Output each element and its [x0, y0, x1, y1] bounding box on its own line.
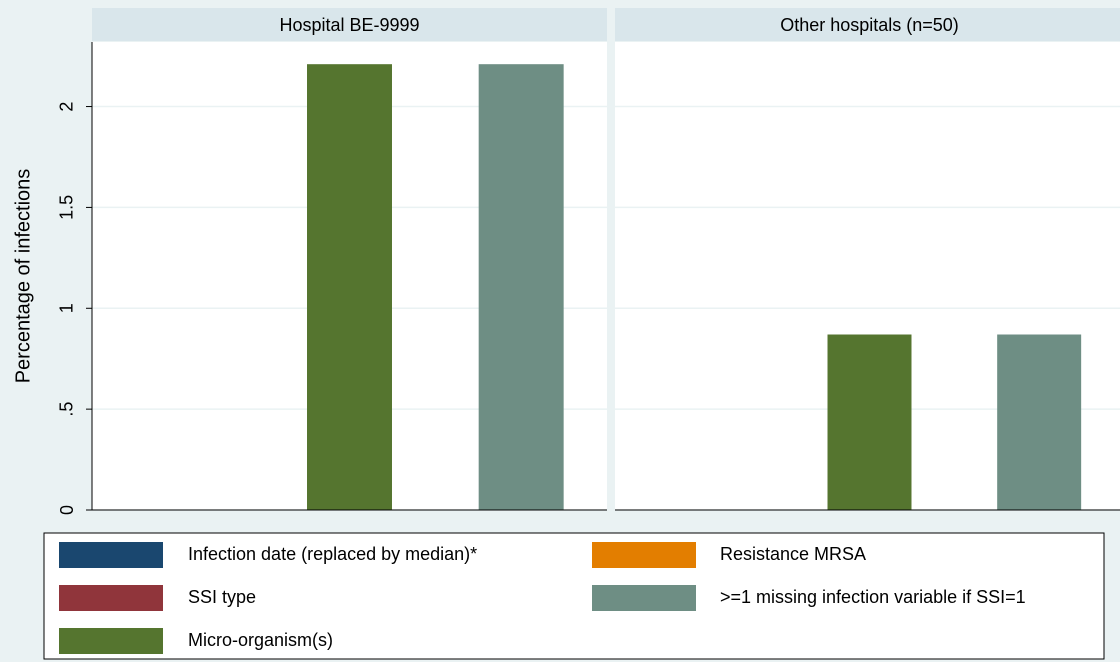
y-tick-label: 2 [57, 102, 77, 112]
legend-key [59, 585, 163, 611]
strip [615, 8, 1120, 41]
y-tick-label: 0 [57, 505, 77, 515]
bar [478, 64, 564, 511]
legend-label: SSI type [188, 587, 256, 607]
y-tick-label: 1 [57, 303, 77, 313]
legend-label: >=1 missing infection variable if SSI=1 [720, 587, 1026, 607]
y-tick-label: 1.5 [57, 195, 77, 220]
panel-title: Other hospitals (n=50) [780, 15, 959, 35]
legend-key [592, 585, 696, 611]
legend-label: Resistance MRSA [720, 544, 866, 564]
bar [827, 334, 912, 510]
legend-key [59, 628, 163, 654]
legend-key [592, 542, 696, 568]
bar [997, 334, 1082, 510]
y-tick-label: .5 [57, 402, 77, 417]
legend-key [59, 542, 163, 568]
strip [92, 8, 607, 41]
bar [307, 64, 392, 511]
y-axis-label: Percentage of infections [12, 169, 34, 384]
panel-title: Hospital BE-9999 [279, 15, 419, 35]
legend-label: Micro-organism(s) [188, 630, 333, 650]
legend-label: Infection date (replaced by median)* [188, 544, 477, 564]
legend-box [43, 532, 1105, 660]
